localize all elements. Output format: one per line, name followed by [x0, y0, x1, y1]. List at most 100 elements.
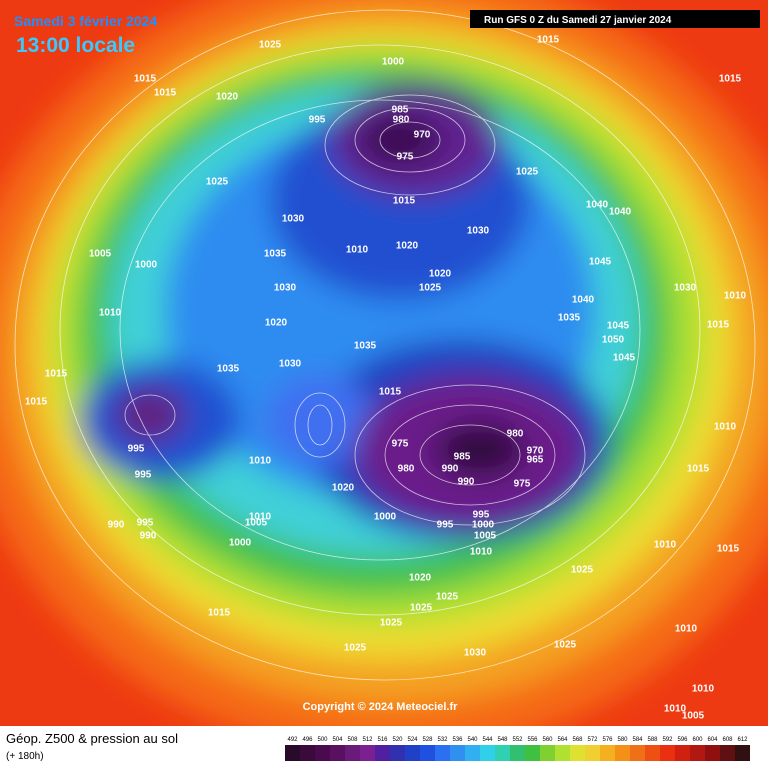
pressure-label: 995 — [437, 520, 454, 531]
pressure-label: 980 — [507, 429, 524, 440]
pressure-label: 970 — [527, 446, 544, 457]
legend-label: 608 — [722, 737, 733, 743]
pressure-label: 1015 — [134, 74, 157, 85]
pressure-label: 1010 — [664, 704, 687, 715]
pressure-label: 1005 — [89, 249, 112, 260]
pressure-label: 1035 — [264, 249, 287, 260]
pressure-label: 1020 — [429, 269, 452, 280]
legend-swatch — [675, 745, 690, 761]
pressure-label: 990 — [108, 520, 125, 531]
pressure-label: 1015 — [393, 196, 416, 207]
pressure-label: 1015 — [719, 74, 742, 85]
legend-label: 568 — [572, 737, 583, 743]
legend-swatch — [465, 745, 480, 761]
valid-date: Samedi 3 février 2024 — [14, 13, 157, 29]
legend-swatch — [300, 745, 315, 761]
pressure-label: 1040 — [572, 295, 595, 306]
pressure-label: 990 — [442, 464, 459, 475]
legend-swatch — [720, 745, 735, 761]
pressure-label: 1020 — [216, 92, 239, 103]
legend-label: 604 — [707, 737, 718, 743]
pressure-label: 1040 — [586, 200, 609, 211]
pressure-label: 995 — [137, 518, 154, 529]
legend-swatch — [480, 745, 495, 761]
legend-swatch — [405, 745, 420, 761]
pressure-label: 1030 — [282, 214, 305, 225]
legend-label: 496 — [302, 737, 313, 743]
legend-label: 600 — [692, 737, 703, 743]
legend-swatch — [360, 745, 375, 761]
pressure-label: 1015 — [707, 320, 730, 331]
pressure-label: 1030 — [279, 359, 302, 370]
legend-swatch — [450, 745, 465, 761]
legend-swatch — [315, 745, 330, 761]
pressure-label: 1010 — [249, 512, 272, 523]
legend-label: 560 — [542, 737, 553, 743]
pressure-label: 1015 — [379, 387, 402, 398]
pressure-label: 1010 — [654, 540, 677, 551]
legend-label: 576 — [602, 737, 613, 743]
pressure-label: 985 — [454, 452, 471, 463]
pressure-label: 1025 — [436, 592, 459, 603]
pressure-label: 975 — [514, 479, 531, 490]
valid-time: 13:00 locale — [16, 34, 135, 57]
pressure-label: 1025 — [419, 283, 442, 294]
run-info: Run GFS 0 Z du Samedi 27 janvier 2024 — [484, 15, 672, 26]
color-legend: 492 496 500 504 508 512 516 520 524 528 532 536 540 5… — [285, 737, 750, 761]
pressure-label: 1010 — [675, 624, 698, 635]
copyright: Copyright © 2024 Meteociel.fr — [303, 701, 459, 713]
pressure-label: 975 — [397, 152, 414, 163]
legend-swatch — [390, 745, 405, 761]
legend-swatch — [705, 745, 720, 761]
legend-label: 528 — [422, 737, 433, 743]
pressure-label: 1035 — [354, 341, 377, 352]
legend-label: 548 — [497, 737, 508, 743]
pressure-label: 1005 — [682, 711, 705, 722]
legend-swatch — [585, 745, 600, 761]
pressure-label: 1015 — [717, 544, 740, 555]
pressure-label: 990 — [140, 531, 157, 542]
pressure-label: 985 — [392, 105, 409, 116]
pressure-label: 1015 — [154, 88, 177, 99]
pressure-label: 1025 — [344, 643, 367, 654]
legend-swatch — [420, 745, 435, 761]
legend-swatch — [660, 745, 675, 761]
legend-label: 532 — [437, 737, 448, 743]
legend-label: 572 — [587, 737, 598, 743]
legend-swatch — [375, 745, 390, 761]
legend-swatch — [345, 745, 360, 761]
legend-swatch — [690, 745, 705, 761]
legend-label: 556 — [527, 737, 538, 743]
pressure-label: 1005 — [474, 531, 497, 542]
legend-label: 612 — [737, 737, 748, 743]
pressure-label: 1020 — [265, 318, 288, 329]
pressure-label: 1025 — [516, 167, 539, 178]
legend-label: 540 — [467, 737, 478, 743]
pressure-label: 1015 — [45, 369, 68, 380]
pressure-label: 1010 — [346, 245, 369, 256]
pressure-label: 1025 — [206, 177, 229, 188]
pressure-label: 995 — [309, 115, 326, 126]
pressure-label: 1045 — [607, 321, 630, 332]
legend-label: 504 — [332, 737, 343, 743]
pressure-label: 1010 — [714, 422, 737, 433]
legend-label: 492 — [287, 737, 298, 743]
pressure-label: 1010 — [692, 684, 715, 695]
pressure-label: 970 — [414, 130, 431, 141]
pressure-label: 1050 — [602, 335, 625, 346]
pressure-label: 995 — [128, 444, 145, 455]
legend-label: 584 — [632, 737, 643, 743]
legend-swatch — [645, 745, 660, 761]
legend-label: 536 — [452, 737, 463, 743]
pressure-label: 995 — [135, 470, 152, 481]
legend-swatch — [570, 745, 585, 761]
pressure-label: 1000 — [374, 512, 397, 523]
pressure-label: 1025 — [554, 640, 577, 651]
pressure-label: 1015 — [208, 608, 231, 619]
legend-label: 508 — [347, 737, 358, 743]
legend-swatch — [630, 745, 645, 761]
pressure-label: 1040 — [609, 207, 632, 218]
pressure-label: 1015 — [25, 397, 48, 408]
